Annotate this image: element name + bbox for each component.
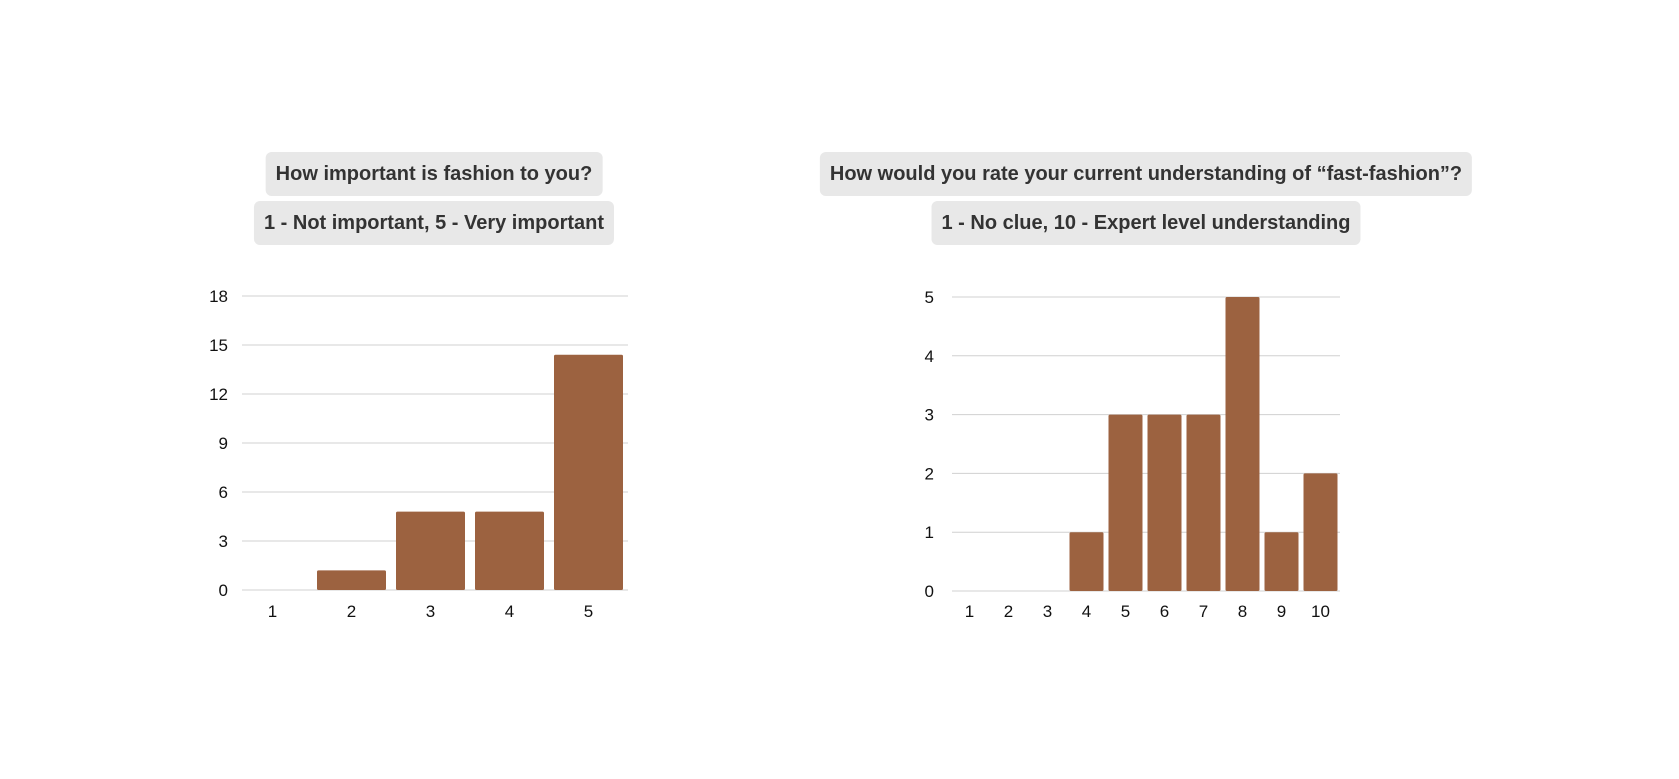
chart2-y-tick-label: 4 bbox=[925, 347, 934, 366]
chart1-y-tick-label: 6 bbox=[219, 483, 228, 502]
chart2-x-tick-label: 2 bbox=[1004, 602, 1013, 621]
chart2-bar-5 bbox=[1108, 414, 1143, 591]
chart1-y-tick-label: 9 bbox=[219, 434, 228, 453]
chart1-x-tick-label: 1 bbox=[268, 602, 277, 621]
chart1-subtitle: 1 - Not important, 5 - Very important bbox=[253, 201, 615, 245]
chart2-x-tick-label: 6 bbox=[1160, 602, 1169, 621]
chart1-bar-5 bbox=[554, 354, 623, 590]
chart2-x-tick-label: 3 bbox=[1043, 602, 1052, 621]
chart2-bar-9 bbox=[1264, 532, 1299, 591]
chart2-bar-6 bbox=[1147, 414, 1182, 591]
chart2-x-tick-label: 4 bbox=[1082, 602, 1091, 621]
chart2-x-tick-label: 9 bbox=[1277, 602, 1286, 621]
chart2-x-tick-label: 1 bbox=[965, 602, 974, 621]
chart1-x-tick-label: 2 bbox=[347, 602, 356, 621]
chart2-bar-10 bbox=[1303, 473, 1338, 591]
chart2-y-tick-label: 1 bbox=[925, 523, 934, 542]
chart1-y-tick-label: 15 bbox=[209, 336, 228, 355]
chart1-x-tick-label: 3 bbox=[426, 602, 435, 621]
chart2-bar-4 bbox=[1069, 532, 1104, 591]
chart2-x-tick-label: 10 bbox=[1311, 602, 1330, 621]
chart1-bar-3 bbox=[396, 511, 465, 590]
chart2-y-tick-label: 0 bbox=[925, 582, 934, 601]
chart2-bar-7 bbox=[1186, 414, 1221, 591]
chart2-y-tick-label: 5 bbox=[925, 288, 934, 307]
chart2-bar-8 bbox=[1225, 297, 1260, 591]
chart1-bar-2 bbox=[317, 570, 386, 590]
chart1-y-tick-label: 18 bbox=[209, 287, 228, 306]
chart2-x-tick-label: 8 bbox=[1238, 602, 1247, 621]
chart2-y-tick-label: 3 bbox=[925, 406, 934, 425]
chart1-bar-4 bbox=[475, 511, 544, 590]
chart2-y-tick-label: 2 bbox=[925, 464, 934, 483]
chart1-y-tick-label: 3 bbox=[219, 532, 228, 551]
chart2-subtitle: 1 - No clue, 10 - Expert level understan… bbox=[931, 201, 1361, 245]
chart1-y-tick-label: 0 bbox=[219, 581, 228, 600]
chart1-title: How important is fashion to you? bbox=[265, 152, 603, 196]
chart1-y-tick-label: 12 bbox=[209, 385, 228, 404]
chart2-x-tick-label: 7 bbox=[1199, 602, 1208, 621]
chart2-title: How would you rate your current understa… bbox=[819, 152, 1473, 196]
chart2-x-tick-label: 5 bbox=[1121, 602, 1130, 621]
chart1-x-tick-label: 5 bbox=[584, 602, 593, 621]
chart1-x-tick-label: 4 bbox=[505, 602, 514, 621]
